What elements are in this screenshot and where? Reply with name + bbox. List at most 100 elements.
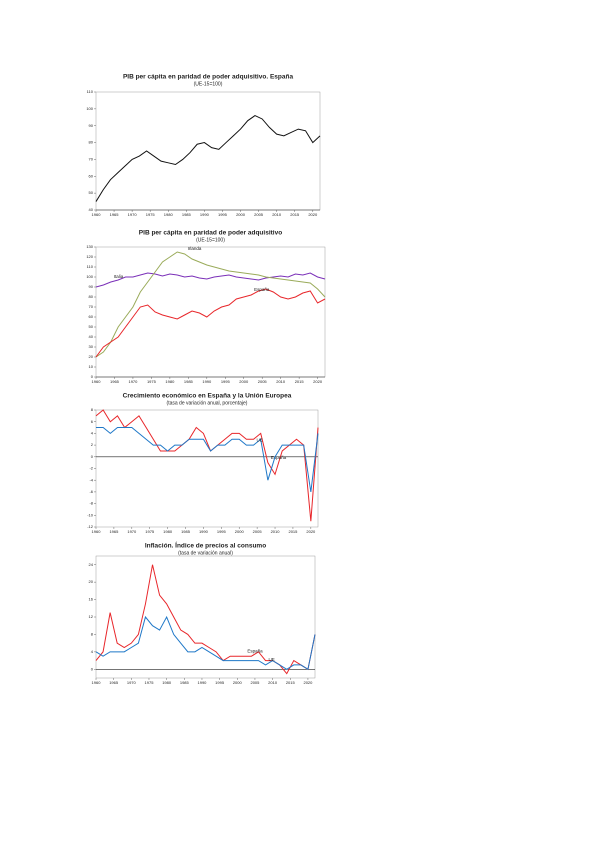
y-tick-label: -2: [89, 466, 93, 471]
chart-subtitle: (tasa de variación anual, porcentaje): [167, 400, 248, 406]
x-tick-label: 2000: [239, 379, 249, 384]
series-label: UE: [257, 437, 263, 442]
x-tick-label: 1995: [218, 212, 228, 217]
chart-title: PIB per cápita en paridad de poder adqui…: [123, 74, 294, 81]
series-line: [95, 615, 316, 671]
y-tick-label: 130: [86, 244, 93, 249]
x-tick-label: 1985: [180, 680, 190, 685]
y-tick-label: 0: [91, 454, 94, 459]
y-tick-label: 60: [89, 173, 94, 178]
x-tick-label: 1985: [181, 529, 191, 534]
plot-frame: [95, 91, 321, 211]
x-tick-label: 1975: [145, 529, 155, 534]
x-tick-label: 1990: [199, 529, 209, 534]
y-tick-label: 20: [89, 579, 94, 584]
x-tick-label: 1980: [164, 212, 174, 217]
x-tick-label: 2020: [308, 212, 318, 217]
y-tick-label: 10: [89, 364, 94, 369]
x-tick-label: 1965: [110, 212, 120, 217]
x-tick-label: 2000: [235, 529, 245, 534]
x-tick-label: 2005: [250, 680, 260, 685]
x-tick-label: 2015: [286, 680, 296, 685]
y-tick-label: -8: [89, 501, 93, 506]
x-tick-label: 2005: [254, 212, 264, 217]
y-tick-label: -6: [89, 489, 93, 494]
y-tick-label: 80: [89, 140, 94, 145]
x-tick-label: 1965: [110, 379, 120, 384]
series-line: [95, 115, 321, 202]
y-tick-label: 60: [89, 314, 94, 319]
series-line: [95, 251, 326, 358]
x-tick-label: 1995: [215, 680, 225, 685]
y-tick-label: 4: [91, 649, 94, 654]
y-tick-label: 50: [89, 324, 94, 329]
x-tick-label: 1990: [200, 212, 210, 217]
x-tick-label: 1995: [221, 379, 231, 384]
y-tick-label: 110: [87, 264, 94, 269]
x-tick-label: 2010: [271, 529, 281, 534]
y-tick-label: 6: [91, 419, 94, 424]
x-tick-label: 2015: [295, 379, 305, 384]
chart-subtitle: (tasa de variación anual): [178, 550, 233, 556]
x-tick-label: 1960: [92, 529, 102, 534]
y-tick-label: 80: [89, 294, 94, 299]
y-tick-label: 0: [91, 374, 94, 379]
x-tick-label: 1970: [127, 680, 137, 685]
series-label: Irlanda: [188, 246, 202, 251]
series-line: [95, 564, 316, 675]
x-tick-label: 2020: [306, 529, 316, 534]
x-tick-label: 1980: [163, 529, 173, 534]
series-label: España: [254, 287, 270, 292]
x-tick-label: 1975: [147, 379, 157, 384]
series-line: [95, 272, 326, 288]
y-tick-label: 90: [89, 123, 94, 128]
chart-title: PIB per cápita en paridad de poder adqui…: [139, 230, 282, 237]
x-tick-label: 1975: [146, 212, 156, 217]
y-tick-label: 110: [87, 89, 94, 94]
y-tick-label: 16: [89, 597, 94, 602]
x-tick-label: 1980: [165, 379, 175, 384]
x-tick-label: 1985: [184, 379, 194, 384]
plot-frame: [95, 555, 316, 679]
x-tick-label: 1960: [92, 379, 102, 384]
x-tick-label: 2010: [272, 212, 282, 217]
y-tick-label: 100: [86, 106, 93, 111]
y-tick-label: 8: [91, 631, 94, 636]
x-tick-label: 1965: [109, 529, 119, 534]
y-tick-label: 70: [89, 156, 94, 161]
x-tick-label: 2000: [233, 680, 243, 685]
x-tick-label: 1970: [128, 212, 138, 217]
x-tick-label: 1965: [109, 680, 119, 685]
x-tick-label: 1990: [198, 680, 208, 685]
x-tick-label: 2005: [258, 379, 268, 384]
x-tick-label: 2020: [303, 680, 313, 685]
y-tick-label: 70: [89, 304, 94, 309]
y-tick-label: 24: [89, 562, 94, 567]
chart-subtitle: (UE-15=100): [196, 237, 225, 243]
y-tick-label: 90: [89, 284, 94, 289]
y-tick-label: 40: [89, 334, 94, 339]
y-tick-label: -12: [87, 524, 94, 529]
y-tick-label: 0: [91, 666, 94, 671]
y-tick-label: 4: [91, 430, 94, 435]
x-tick-label: 2015: [288, 529, 298, 534]
y-tick-label: 30: [89, 344, 94, 349]
series-label: Italia: [114, 274, 124, 279]
y-tick-label: 100: [86, 274, 93, 279]
y-tick-label: 8: [91, 407, 94, 412]
y-tick-label: 120: [86, 254, 93, 259]
series-line: [96, 427, 319, 492]
y-tick-label: -4: [89, 477, 93, 482]
x-tick-label: 1970: [127, 529, 137, 534]
y-tick-label: 2: [91, 442, 94, 447]
chart-subtitle: (UE-15=100): [194, 81, 223, 87]
series-label: España: [271, 455, 287, 460]
y-tick-label: 50: [89, 190, 94, 195]
x-tick-label: 2010: [268, 680, 278, 685]
x-tick-label: 2020: [313, 379, 323, 384]
x-tick-label: 1995: [217, 529, 227, 534]
series-line: [95, 409, 319, 522]
x-tick-label: 2005: [253, 529, 263, 534]
y-tick-label: 12: [89, 614, 94, 619]
